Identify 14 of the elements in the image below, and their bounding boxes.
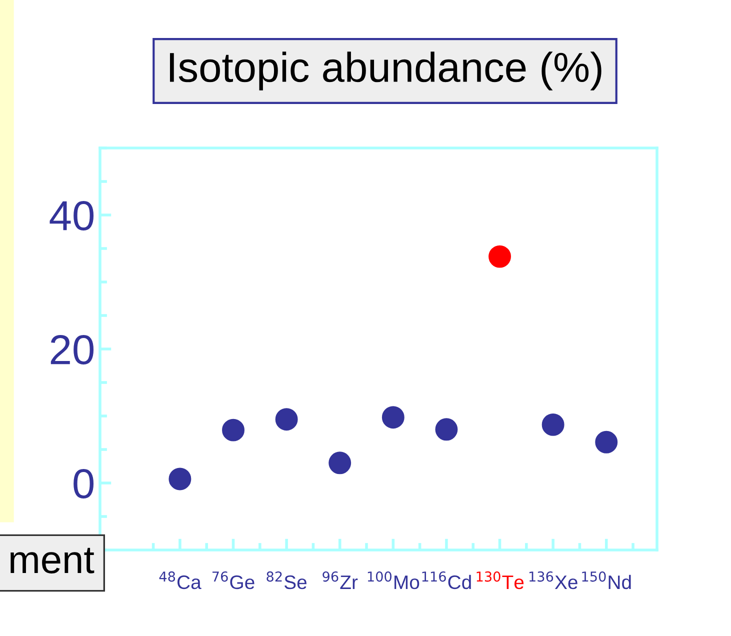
text: ment: [10, 548, 94, 574]
x-tick-label: $^{136}$Xe: [529, 571, 578, 590]
x-tick-label: $^{100}$Mo: [368, 571, 420, 590]
x-tick-label: $^{150}$Nd: [582, 571, 631, 590]
x-tick-label: $^{76}$Ge: [212, 571, 254, 590]
x-tick-label: $^{48}$Ca: [159, 571, 202, 590]
x-tick-label: $^{130}$Te: [476, 571, 524, 590]
x-tick-label: $^{116}$Cd: [422, 571, 471, 590]
x-tick-label: $^{96}$Zr: [322, 571, 358, 589]
y-tick-label: 20: [50, 335, 94, 365]
y-tick-label: 0: [74, 469, 94, 499]
y-tick-label: 40: [50, 201, 94, 231]
chart-title: Isotopic abundance (%): [170, 52, 602, 90]
x-tick-label: $^{82}$Se: [266, 571, 307, 590]
